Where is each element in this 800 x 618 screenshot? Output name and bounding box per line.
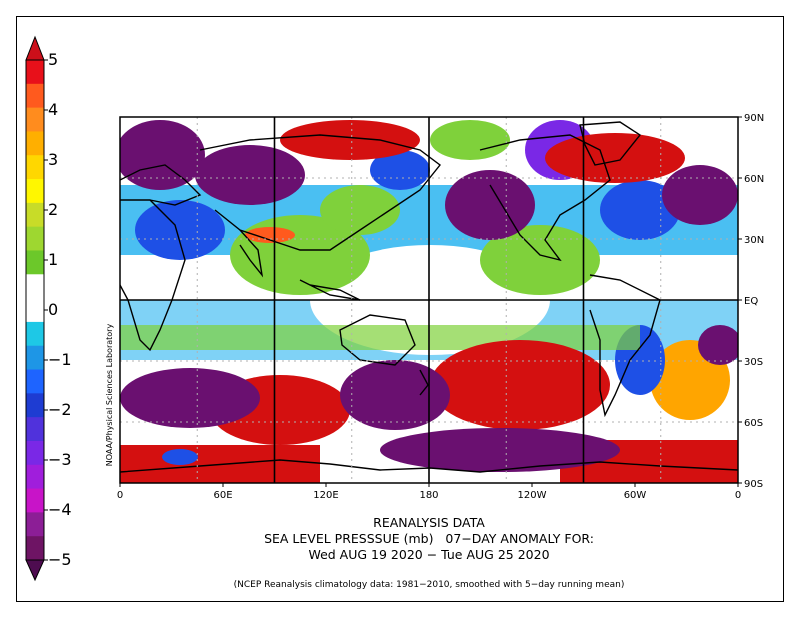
colorbar-segment bbox=[26, 83, 44, 109]
colorbar-tick-label: −4 bbox=[48, 500, 72, 519]
colorbar-segment bbox=[26, 226, 44, 251]
anomaly-field-patch bbox=[120, 120, 205, 190]
anomaly-field-patch bbox=[370, 150, 430, 190]
colorbar-segment bbox=[26, 274, 44, 299]
anomaly-field-patch bbox=[120, 368, 260, 428]
anomaly-field-patch bbox=[162, 449, 198, 465]
latitude-labels: 90N 60N 30N EQ 30S 60S 90S bbox=[738, 113, 764, 490]
colorbar-segment bbox=[26, 536, 44, 561]
colorbar-tick-label: 4 bbox=[48, 100, 58, 119]
longitude-labels: 0 60E 120E 180 120W 60W 0 bbox=[117, 483, 741, 501]
colorbar-segment bbox=[26, 179, 44, 204]
anomaly-field-patch bbox=[600, 180, 680, 240]
anomaly-field-patch bbox=[135, 200, 225, 260]
colorbar: 5 4 3 2 1 0 −1 −2 −3 −4 −5 bbox=[25, 35, 72, 582]
coastline-new-zealand bbox=[419, 369, 429, 396]
colorbar-bottom-arrow bbox=[25, 559, 45, 582]
anomaly-field-patch bbox=[430, 340, 610, 430]
anomaly-field-patch bbox=[320, 185, 400, 235]
lat-label: EQ bbox=[744, 296, 758, 307]
footnote: (NCEP Reanalysis climatology data: 1981−… bbox=[234, 580, 625, 590]
colorbar-tick-label: 0 bbox=[48, 300, 58, 319]
coastline-south-america bbox=[589, 274, 661, 418]
map-panel: 90N 60N 30N EQ 30S 60S 90S 0 60E 120E 180 120W 60W 0 bbox=[117, 113, 764, 501]
anomaly-field-patch bbox=[195, 145, 305, 205]
anomaly-field-patch bbox=[340, 360, 450, 430]
colorbar-segments bbox=[25, 59, 45, 561]
colorbar-tick-label: 5 bbox=[48, 50, 58, 69]
colorbar-segment bbox=[26, 250, 44, 275]
colorbar-segment bbox=[26, 440, 44, 466]
lon-label: 0 bbox=[735, 490, 741, 501]
colorbar-tick-label: −5 bbox=[48, 550, 72, 569]
colorbar-segment bbox=[26, 488, 44, 513]
colorbar-tick-label: −3 bbox=[48, 450, 72, 469]
coastline-north-america bbox=[479, 134, 611, 262]
colorbar-segment bbox=[26, 369, 44, 394]
anomaly-field-patch bbox=[445, 170, 535, 240]
coastline-africa bbox=[120, 199, 186, 352]
colorbar-segment bbox=[26, 202, 44, 228]
colorbar-tick-label: 3 bbox=[48, 150, 58, 169]
colorbar-tick-label: 2 bbox=[48, 200, 58, 219]
lon-label: 0 bbox=[117, 490, 123, 501]
anomaly-field-patch bbox=[480, 225, 600, 295]
anomaly-field-patch bbox=[280, 120, 420, 160]
anomaly-field-patch bbox=[545, 133, 685, 183]
lon-label: 120E bbox=[313, 490, 338, 501]
title-line-3: Wed AUG 19 2020 − Tue AUG 25 2020 bbox=[308, 547, 549, 562]
anomaly-field-patch bbox=[698, 325, 738, 365]
colorbar-tick-label: −2 bbox=[48, 400, 72, 419]
colorbar-segment bbox=[26, 60, 44, 85]
colorbar-segment bbox=[26, 131, 44, 156]
credit-label: NOAA/Physical Sciences Laboratory bbox=[105, 324, 114, 467]
colorbar-segment bbox=[26, 464, 44, 490]
colorbar-segment bbox=[26, 417, 44, 442]
colorbar-segment bbox=[26, 298, 44, 323]
lon-label: 60W bbox=[624, 490, 647, 501]
lat-label: 60S bbox=[744, 418, 763, 429]
anomaly-field-patch bbox=[380, 428, 620, 472]
coastline-australia bbox=[339, 314, 416, 366]
colorbar-segment bbox=[26, 512, 44, 537]
lat-label: 60N bbox=[744, 174, 764, 185]
colorbar-segment bbox=[26, 107, 44, 132]
anomaly-field-patch bbox=[662, 165, 738, 225]
lon-label: 60E bbox=[213, 490, 232, 501]
coastline-india bbox=[239, 229, 264, 278]
colorbar-tick-label: 1 bbox=[48, 250, 58, 269]
colorbar-top-arrow bbox=[25, 35, 45, 61]
lon-label: 120W bbox=[518, 490, 547, 501]
colorbar-segment bbox=[26, 393, 44, 418]
colorbar-segment bbox=[26, 155, 44, 180]
lat-label: 90N bbox=[744, 113, 764, 124]
anomaly-field-patch bbox=[430, 120, 510, 160]
lon-label: 180 bbox=[419, 490, 438, 501]
title-line-2: SEA LEVEL PRESSSUE (mb) 07−DAY ANOMALY F… bbox=[264, 531, 594, 546]
coastline-europe bbox=[120, 164, 202, 206]
lat-label: 30N bbox=[744, 235, 764, 246]
coastline-greenland bbox=[579, 121, 642, 166]
coastlines bbox=[120, 121, 738, 473]
coastline-antarctica bbox=[120, 459, 738, 473]
lat-label: 30S bbox=[744, 357, 763, 368]
title-line-1: REANALYSIS DATA bbox=[373, 515, 485, 530]
colorbar-segment bbox=[26, 345, 44, 371]
colorbar-segment bbox=[26, 321, 44, 347]
reference-lines bbox=[120, 117, 738, 483]
colorbar-tick-label: −1 bbox=[48, 350, 72, 369]
figure-frame bbox=[16, 16, 784, 602]
lat-label: 90S bbox=[744, 479, 763, 490]
